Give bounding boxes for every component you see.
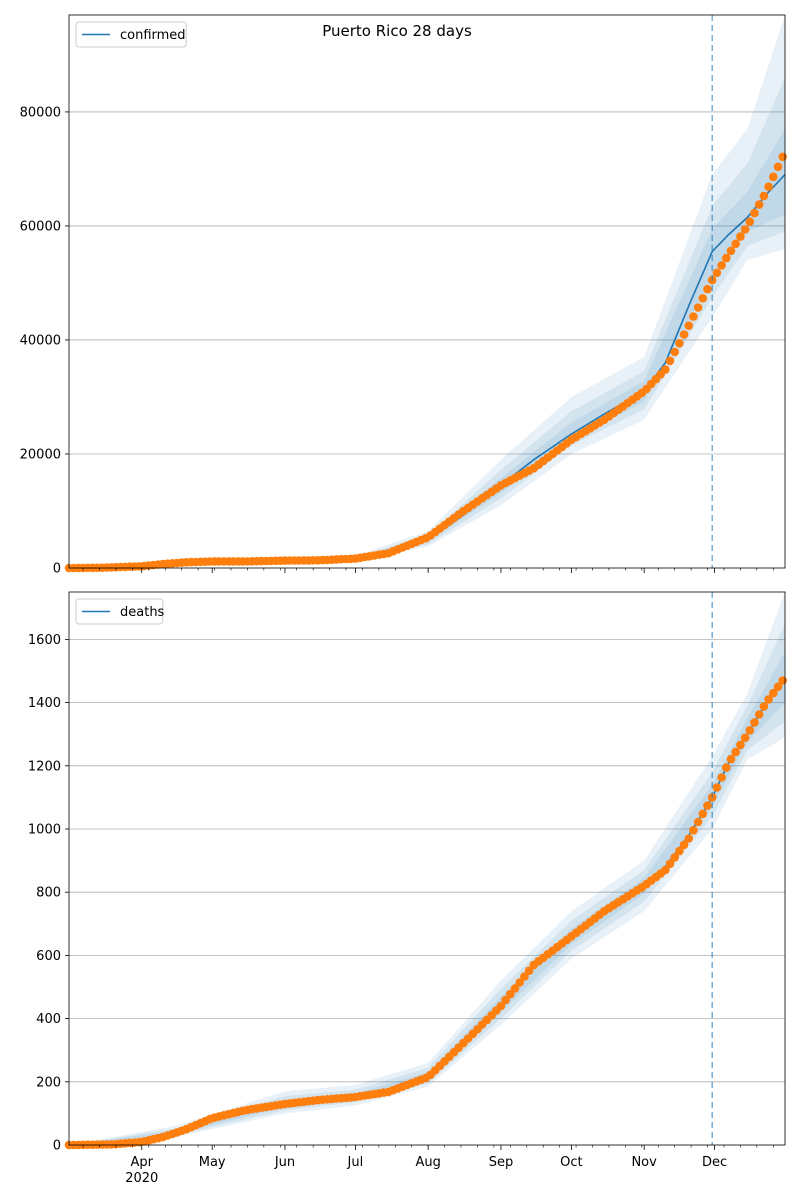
- legend: deaths: [75, 598, 165, 625]
- observed-point: [773, 682, 783, 692]
- observed-point: [740, 733, 750, 743]
- observed-point: [750, 718, 759, 727]
- observed-point: [684, 834, 694, 843]
- legend-label: confirmed: [120, 28, 186, 43]
- observed-point: [745, 217, 755, 226]
- x-tick-label: May: [199, 1155, 226, 1170]
- y-tick-label: 1600: [28, 633, 61, 648]
- x-tick-label: Sep: [489, 1155, 514, 1170]
- observed-point: [670, 853, 679, 862]
- observed-point: [520, 972, 529, 981]
- observed-point: [506, 989, 515, 999]
- observed-point: [703, 284, 712, 294]
- deaths-panel: 0 200 400 600 800 1000 1200 1400 1600 Apr May Jun Ju…: [28, 591, 787, 1186]
- observed-point: [679, 330, 689, 339]
- observed-point: [703, 801, 712, 810]
- observed-point: [736, 232, 745, 241]
- observed-point: [524, 966, 534, 975]
- observed-point: [661, 365, 670, 374]
- x-tick-label: Dec: [702, 1155, 727, 1170]
- observed-point: [769, 172, 778, 182]
- confirmed-panel: 0 20000 40000 60000 80000 confirmed: [20, 14, 787, 577]
- x-year-label: 2020: [125, 1171, 158, 1186]
- confidence-band-0: [69, 592, 785, 1145]
- observed-point: [745, 726, 755, 735]
- observed-point: [731, 747, 740, 757]
- observed-point: [740, 225, 750, 234]
- observed-point: [496, 1001, 506, 1011]
- x-tick-label: Oct: [560, 1155, 582, 1170]
- y-tick-label: 400: [36, 1012, 61, 1027]
- observed-point: [778, 152, 787, 162]
- observed-point: [754, 200, 764, 209]
- observed-point: [764, 182, 773, 191]
- observed-point: [736, 740, 745, 750]
- legend-label: deaths: [120, 605, 165, 620]
- observed-point: [665, 859, 675, 869]
- observed-point: [759, 702, 769, 711]
- observed-point: [689, 826, 698, 835]
- observed-point: [726, 246, 736, 256]
- x-tick-label: Jun: [274, 1155, 295, 1170]
- observed-point: [731, 239, 740, 249]
- observed-point: [726, 754, 736, 764]
- observed-point: [712, 783, 722, 792]
- confidence-band-0: [69, 15, 785, 568]
- observed-point: [665, 356, 675, 366]
- y-tick-label: 800: [36, 886, 61, 901]
- observed-point: [717, 773, 726, 782]
- x-tick-label: Aug: [415, 1155, 440, 1170]
- y-tick-label: 1000: [28, 823, 61, 838]
- legend-box: [75, 21, 187, 48]
- observed-point: [689, 312, 698, 321]
- observed-point: [684, 321, 694, 331]
- observed-point: [722, 253, 731, 263]
- observed-point: [773, 162, 783, 172]
- axes-frame: [68, 591, 786, 1146]
- observed-point: [675, 339, 684, 348]
- observed-point: [693, 817, 703, 827]
- observed-point: [754, 710, 764, 719]
- y-tick-label: 20000: [20, 447, 61, 462]
- observed-point: [670, 347, 679, 357]
- x-tick-label: Apr: [131, 1155, 154, 1170]
- observed-point: [693, 303, 703, 312]
- y-tick-label: 0: [53, 1139, 61, 1154]
- chart-title: Puerto Rico 28 days: [322, 22, 472, 40]
- y-tick-label: 1200: [28, 759, 61, 774]
- y-tick-label: 0: [53, 562, 61, 577]
- y-tick-label: 40000: [20, 333, 61, 348]
- y-tick-label: 1400: [28, 696, 61, 711]
- observed-point: [698, 294, 708, 303]
- observed-point: [722, 763, 731, 772]
- observed-point: [712, 268, 722, 278]
- axes-frame: [68, 14, 786, 569]
- observed-point: [515, 978, 524, 987]
- observed-point: [750, 208, 759, 218]
- observed-point: [679, 840, 689, 850]
- legend-box: [75, 598, 164, 625]
- observed-point: [661, 865, 670, 875]
- observed-point: [675, 846, 684, 856]
- y-tick-label: 600: [36, 949, 61, 964]
- observed-point: [759, 191, 769, 201]
- observed-point: [501, 995, 510, 1005]
- observed-point: [698, 809, 708, 819]
- observed-point: [764, 695, 773, 704]
- observed-point: [510, 984, 520, 993]
- y-tick-label: 60000: [20, 219, 61, 234]
- y-tick-label: 80000: [20, 105, 61, 120]
- observed-point: [717, 261, 726, 270]
- observed-point: [778, 676, 787, 685]
- x-tick-label: Jul: [347, 1155, 364, 1170]
- y-tick-label: 200: [36, 1075, 61, 1090]
- x-tick-label: Nov: [631, 1155, 657, 1170]
- legend: confirmed: [75, 21, 187, 48]
- observed-point: [769, 688, 778, 698]
